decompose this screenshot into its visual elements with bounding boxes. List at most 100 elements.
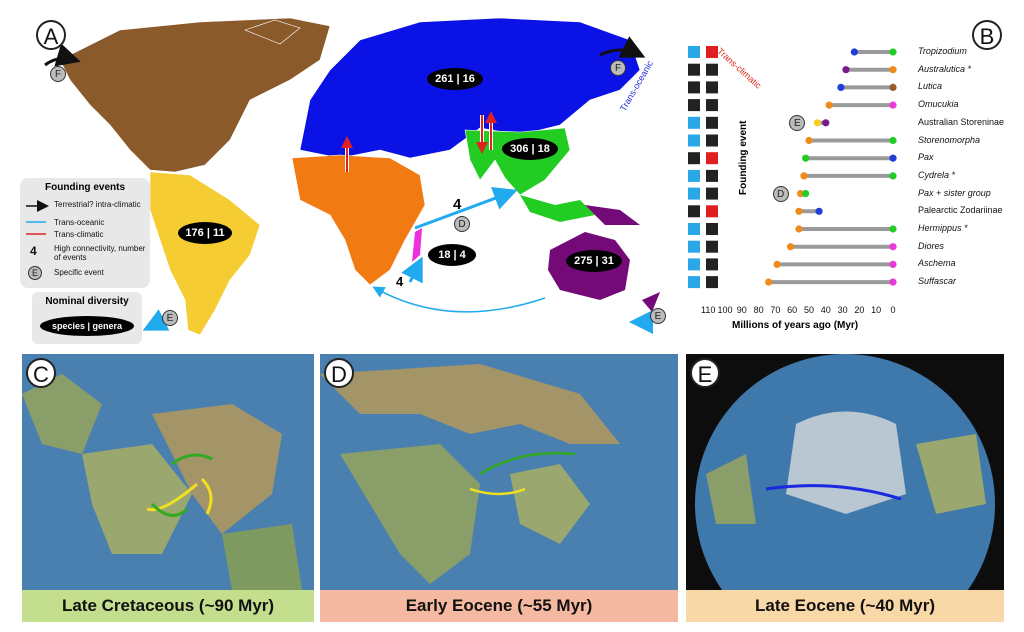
- event-end-point: [889, 48, 897, 56]
- event-start-point: [786, 243, 795, 251]
- legend-specific-marker: E: [28, 266, 42, 280]
- legend-specific: Specific event: [54, 268, 104, 277]
- trans-oceanic-square: [688, 116, 700, 129]
- genus-label: Omucukia: [918, 99, 959, 110]
- event-end-point: [889, 154, 897, 162]
- diversity-title: Nominal diversity: [45, 296, 129, 307]
- trans-oceanic-square: [688, 46, 700, 58]
- panel-a-label: A: [36, 20, 66, 50]
- madagascar-region: [412, 228, 422, 262]
- trans-climatic-square: [706, 81, 718, 94]
- trans-oceanic-square: [688, 81, 700, 94]
- panel-b: B: [680, 0, 1024, 350]
- panel-d-map: D: [320, 354, 678, 590]
- trans-oceanic-square: [688, 169, 700, 182]
- event-start-point: [837, 83, 845, 91]
- x-tick-label: 100: [717, 305, 733, 315]
- early-eocene-caption: Early Eocene (~55 Myr): [320, 590, 678, 622]
- trans-oceanic-square: [688, 240, 700, 253]
- madagascar-diversity: 18 | 4: [428, 244, 476, 266]
- genus-label: Aschema: [918, 258, 956, 269]
- x-tick-label: 90: [736, 305, 747, 315]
- palearctic-diversity: 261 | 16: [427, 68, 483, 90]
- panel-d-label: D: [324, 358, 354, 388]
- event-start-point: [805, 136, 813, 145]
- x-tick-label: 60: [787, 305, 798, 315]
- trans-climatic-square: [706, 187, 718, 200]
- event-start-point: [795, 207, 803, 215]
- legend: Founding events Terrestrial? intra-clima…: [20, 178, 150, 288]
- legend-trans-climatic: Trans-climatic: [54, 230, 104, 239]
- x-tick-label: 40: [820, 305, 831, 315]
- diversity-legend: Nominal diversity species | genera: [32, 292, 142, 344]
- x-tick-label: 70: [770, 305, 781, 315]
- panel-b-label: B: [972, 20, 1002, 50]
- genus-label: Tropizodium: [918, 46, 967, 56]
- trans-oceanic-square: [688, 223, 700, 235]
- event-f-marker: F: [610, 60, 626, 76]
- trans-climatic-square: [706, 99, 718, 112]
- legend-high-conn: High connectivity, number of events: [54, 244, 146, 262]
- event-start-point: [850, 48, 858, 56]
- event-end-point: [889, 225, 897, 233]
- event-start-point: [813, 119, 822, 127]
- genus-label: Lutica: [918, 81, 943, 92]
- x-tick-label: 110: [701, 305, 716, 315]
- genus-label: Palearctic Zodariinae: [918, 205, 1003, 216]
- x-tick-label: 20: [854, 305, 865, 315]
- panel-e-map: E: [686, 354, 1004, 590]
- trans-oceanic-square: [688, 258, 700, 271]
- legend-title: Founding events: [45, 182, 125, 193]
- trans-climatic-square: [706, 258, 718, 271]
- trans-climatic-square: [706, 169, 718, 182]
- early-eocene-map: [320, 354, 678, 590]
- oriental-diversity: 306 | 18: [502, 138, 558, 160]
- panel-e-label: E: [690, 358, 720, 388]
- trans-climatic-square: [706, 134, 718, 147]
- neotropic-diversity: 176 | 11: [178, 222, 232, 244]
- trans-climatic-square: [706, 46, 718, 58]
- trans-climatic-square: [706, 223, 718, 235]
- event-start-point: [800, 172, 808, 180]
- genus-label: Pax + sister group: [918, 187, 991, 198]
- trans-oceanic-square: [688, 99, 700, 112]
- nearctic-region: [59, 17, 331, 173]
- genus-label: Cydrela *: [918, 169, 956, 180]
- x-tick-label: 50: [803, 305, 814, 315]
- panel-c-map: C: [22, 354, 314, 590]
- legend-swatches: [26, 200, 49, 235]
- trans-climatic-square: [706, 63, 718, 76]
- genus-label: Suffascar: [918, 276, 957, 287]
- event-start-point: [765, 278, 773, 286]
- trans-climatic-square: [706, 276, 718, 289]
- genus-label: Hermippus *: [918, 223, 968, 233]
- x-tick-label: 10: [871, 305, 882, 315]
- genus-label: Storenomorpha: [918, 134, 981, 145]
- trans-oceanic-square: [688, 187, 700, 200]
- genus-label: Australutica *: [918, 63, 972, 74]
- x-tick-label: 30: [837, 305, 848, 315]
- afrotropic-region: [291, 154, 426, 286]
- event-end-point: [889, 243, 897, 251]
- event-end-point: [802, 190, 810, 198]
- genus-label: Diores: [918, 240, 945, 251]
- event-end-point: [889, 101, 897, 109]
- trans-oceanic-square: [688, 205, 700, 218]
- late-eocene-map: [686, 354, 1004, 590]
- legend-trans-oceanic: Trans-oceanic: [54, 218, 105, 227]
- legend-high-conn-number: 4: [30, 244, 37, 258]
- event-e-marker: E: [789, 114, 806, 131]
- founding-event-chart: [688, 46, 897, 289]
- trans-climatic-square: [706, 205, 718, 218]
- x-tick-label: 0: [890, 305, 896, 315]
- event-d-marker: D: [772, 185, 789, 202]
- x-tick-label: 80: [753, 305, 764, 315]
- event-end-point: [889, 83, 897, 91]
- panel-a: A 261 | 16 306 | 18 176 | 11 18 | 4 275 …: [0, 0, 680, 350]
- event-start-point: [773, 260, 781, 268]
- connectivity-count-madagascar: 4: [396, 274, 404, 289]
- event-end-point: [889, 136, 897, 145]
- late-cretaceous-map: [22, 354, 314, 590]
- late-cretaceous-caption: Late Cretaceous (~90 Myr): [22, 590, 314, 622]
- genus-label: Australian Storeninae: [918, 116, 1005, 127]
